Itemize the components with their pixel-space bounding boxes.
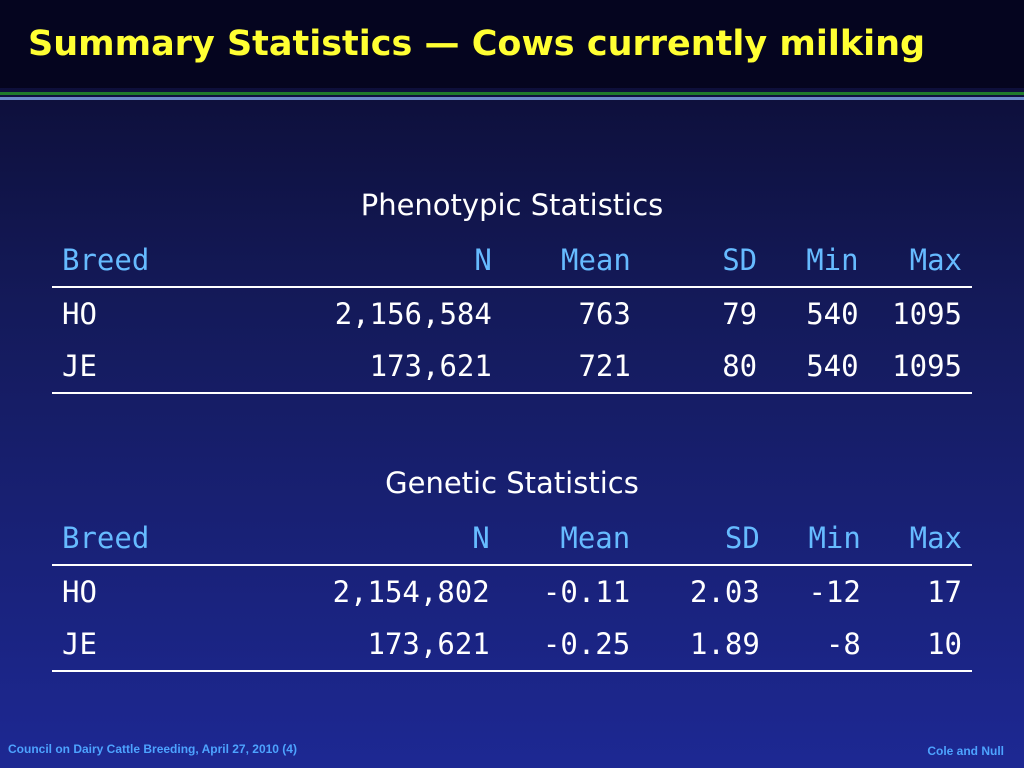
genetic-header-row: Breed N Mean SD Min Max [52,512,972,566]
table-row: JE 173,621 721 80 540 1095 [52,340,972,394]
cell-sd: 2.03 [689,575,760,609]
cell-min: 540 [806,297,859,331]
cell-mean: -0.11 [542,575,631,609]
col-header-breed: Breed [52,234,242,288]
table-row: HO 2,156,584 763 79 540 1095 [52,287,972,340]
cell-min: 540 [767,340,869,394]
cell-max: 10 [870,618,972,672]
cell-breed: HO [62,575,97,609]
col-header-breed: Breed [52,512,241,566]
cell-n: 2,156,584 [334,297,492,331]
col-header-n: N [240,512,500,566]
cell-min: -12 [808,575,861,609]
cell-mean: 763 [578,297,631,331]
footer-authors: Cole and Null [927,744,1004,758]
table-row: JE 173,621 -0.25 1.89 -8 10 [52,618,972,672]
cell-n: 2,154,802 [332,575,490,609]
genetic-table: Breed N Mean SD Min Max HO 2,154,802 -0.… [52,512,972,672]
cell-n: 173,621 [240,618,500,672]
title-divider-green [0,92,1024,95]
col-header-max: Max [868,234,972,288]
col-header-n: N [241,234,502,288]
table-row: HO 2,154,802 -0.11 2.03 -12 17 [52,565,972,618]
col-header-max: Max [870,512,972,566]
phenotypic-section-title: Phenotypic Statistics [360,188,664,222]
cell-sd: 1.89 [640,618,770,672]
cell-n: 173,621 [241,340,502,394]
phenotypic-header-row: Breed N Mean SD Min Max [52,234,972,288]
col-header-sd: SD [640,512,770,566]
col-header-min: Min [769,512,871,566]
cell-breed: JE [52,340,242,394]
col-header-min: Min [767,234,869,288]
cell-breed: HO [62,297,97,331]
cell-mean: 721 [501,340,641,394]
footer-citation: Council on Dairy Cattle Breeding, April … [8,742,297,756]
cell-sd: 79 [722,297,758,331]
cell-min: -8 [769,618,871,672]
col-header-mean: Mean [499,512,641,566]
genetic-section-title: Genetic Statistics [385,466,639,500]
title-divider-blue [0,97,1024,100]
slide-title: Summary Statistics — Cows currently milk… [28,24,926,64]
title-bar [0,0,1024,88]
cell-breed: JE [52,618,241,672]
cell-max: 1095 [892,297,962,331]
cell-mean: -0.25 [499,618,641,672]
cell-sd: 80 [640,340,768,394]
col-header-sd: SD [640,234,768,288]
col-header-mean: Mean [501,234,641,288]
phenotypic-table: Breed N Mean SD Min Max HO 2,156,584 763… [52,234,972,394]
cell-max: 17 [927,575,962,609]
cell-max: 1095 [868,340,972,394]
